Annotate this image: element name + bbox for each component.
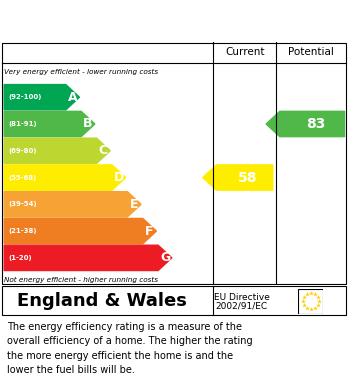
Text: F: F [145, 224, 153, 238]
Text: (1-20): (1-20) [8, 255, 32, 261]
Text: (81-91): (81-91) [8, 121, 37, 127]
Polygon shape [203, 165, 273, 190]
Text: G: G [160, 251, 171, 264]
Text: (21-38): (21-38) [8, 228, 37, 234]
Text: A: A [68, 91, 78, 104]
Text: Not energy efficient - higher running costs: Not energy efficient - higher running co… [4, 277, 158, 283]
Text: (69-80): (69-80) [8, 148, 37, 154]
Polygon shape [4, 165, 126, 190]
Text: (39-54): (39-54) [8, 201, 37, 207]
Text: (92-100): (92-100) [8, 94, 42, 100]
Text: The energy efficiency rating is a measure of the
overall efficiency of a home. T: The energy efficiency rating is a measur… [7, 322, 253, 375]
Text: Very energy efficient - lower running costs: Very energy efficient - lower running co… [4, 69, 158, 75]
Polygon shape [4, 111, 95, 136]
Text: Current: Current [225, 47, 264, 57]
Polygon shape [4, 84, 79, 110]
Polygon shape [4, 219, 157, 244]
Text: D: D [114, 171, 124, 184]
Text: E: E [129, 198, 138, 211]
Text: Energy Efficiency Rating: Energy Efficiency Rating [10, 13, 232, 28]
Polygon shape [4, 138, 110, 163]
Text: C: C [99, 144, 108, 157]
Text: England & Wales: England & Wales [17, 292, 187, 310]
Text: 2002/91/EC: 2002/91/EC [215, 302, 268, 311]
Text: EU Directive: EU Directive [214, 292, 269, 301]
Polygon shape [4, 245, 172, 271]
Text: Potential: Potential [288, 47, 334, 57]
Polygon shape [4, 192, 141, 217]
Text: (55-68): (55-68) [8, 174, 37, 181]
Polygon shape [266, 111, 345, 136]
Text: B: B [83, 117, 93, 131]
Text: 58: 58 [238, 170, 258, 185]
Text: 83: 83 [306, 117, 325, 131]
